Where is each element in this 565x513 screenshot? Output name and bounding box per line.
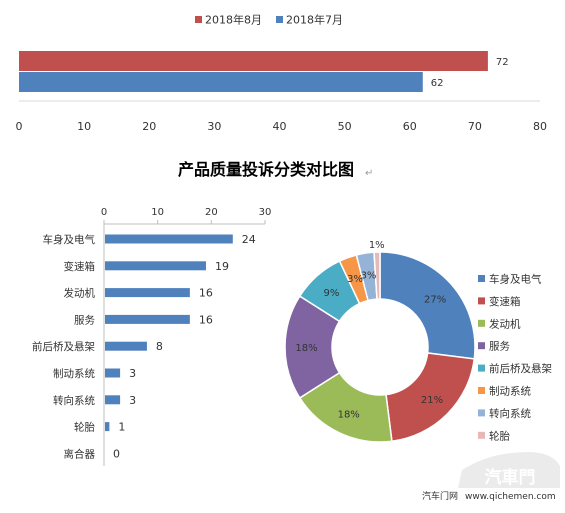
donut-label-6: 3% bbox=[361, 270, 377, 281]
legend-swatch-0 bbox=[195, 16, 202, 23]
donut-slice-7 bbox=[373, 251, 381, 300]
x-tick-label-7: 70 bbox=[468, 120, 482, 133]
category-bar-2 bbox=[105, 288, 190, 298]
category-label-2: 发动机 bbox=[64, 287, 96, 300]
bar-label-1: 62 bbox=[431, 78, 444, 89]
category-donut-chart: 27% 21% 18% 18% 9% 3%3% 1% 车身及电气变速箱发动机服务前后桥及悬架… bbox=[284, 240, 552, 443]
category-bar-5 bbox=[105, 368, 121, 378]
watermark-name: 汽车门网 bbox=[422, 490, 458, 502]
donut-legend-label-7: 轮胎 bbox=[489, 429, 510, 442]
donut-slice-0 bbox=[379, 251, 476, 360]
donut-labels: 27% 21% 18% 18% 9% 3%3% 1% bbox=[295, 240, 446, 420]
category-bar-6 bbox=[105, 395, 121, 405]
category-value-3: 16 bbox=[199, 313, 213, 326]
category-value-8: 0 bbox=[113, 447, 120, 460]
donut-legend-swatch-2 bbox=[478, 319, 485, 327]
category-label-3: 服务 bbox=[74, 313, 95, 326]
car-logo-icon bbox=[458, 452, 560, 488]
category-bar-0 bbox=[105, 234, 233, 244]
category-label-0: 车身及电气 bbox=[43, 233, 96, 246]
donut-label-4: 9% bbox=[323, 288, 339, 299]
category-label-6: 转向系统 bbox=[53, 394, 95, 407]
category-bar-4 bbox=[105, 341, 147, 351]
category-value-7: 1 bbox=[118, 421, 125, 434]
legend-label-0: 2018年8月 bbox=[205, 13, 262, 27]
donut-label-1: 21% bbox=[421, 395, 443, 406]
category-top-axis: 0 10 20 30 bbox=[101, 207, 272, 466]
donut-legend-swatch-1 bbox=[478, 297, 485, 305]
donut-legend-label-1: 变速箱 bbox=[489, 295, 521, 308]
bar-label-0: 72 bbox=[496, 57, 509, 68]
top-tick-label-1: 10 bbox=[151, 207, 164, 218]
category-label-5: 制动系统 bbox=[53, 367, 95, 380]
x-tick-label-2: 20 bbox=[142, 120, 156, 133]
x-tick-label-8: 80 bbox=[533, 120, 547, 133]
donut-label-0: 27% bbox=[424, 294, 446, 305]
donut-legend-label-4: 前后桥及悬架 bbox=[489, 362, 552, 375]
watermark-url: www.qichemen.com bbox=[465, 492, 556, 502]
monthly-comparison-chart: 2018年8月 2018年7月 72 62 0 10 20 30 40 50 60 70 80 bbox=[16, 13, 548, 134]
category-bar-1 bbox=[105, 261, 206, 271]
watermark-logo: 汽車門 bbox=[485, 467, 536, 488]
donut-legend-swatch-3 bbox=[478, 342, 485, 350]
donut-legend-swatch-5 bbox=[478, 387, 485, 394]
monthly-bars: 72 62 bbox=[19, 51, 509, 92]
x-tick-label-1: 10 bbox=[77, 120, 91, 133]
donut-legend-label-0: 车身及电气 bbox=[489, 273, 542, 286]
category-label-4: 前后桥及悬架 bbox=[32, 340, 95, 353]
monthly-legend: 2018年8月 2018年7月 bbox=[195, 13, 343, 27]
category-value-1: 19 bbox=[215, 260, 229, 273]
category-value-4: 8 bbox=[156, 340, 163, 353]
donut-label-3: 18% bbox=[295, 343, 317, 354]
donut-legend-label-6: 转向系统 bbox=[489, 407, 531, 420]
donut-legend-label-3: 服务 bbox=[489, 340, 510, 353]
bar-0 bbox=[19, 51, 488, 71]
x-tick-label-4: 40 bbox=[273, 120, 287, 133]
legend-label-1: 2018年7月 bbox=[286, 13, 343, 27]
category-value-6: 3 bbox=[129, 394, 136, 407]
category-bars: 车身及电气 24 变速箱 19 发动机 16 服务 16 前后桥及悬架 8 制动系统 3 转向系统 3 轮胎… bbox=[32, 233, 256, 460]
category-value-5: 3 bbox=[129, 367, 136, 380]
legend-swatch-1 bbox=[276, 16, 283, 23]
bar-1 bbox=[19, 72, 423, 92]
donut-label-5: 3% bbox=[347, 274, 363, 285]
x-tick-label-6: 60 bbox=[403, 120, 417, 133]
category-label-8: 离合器 bbox=[64, 447, 96, 460]
category-bar-3 bbox=[105, 314, 190, 324]
category-value-0: 24 bbox=[242, 233, 256, 246]
x-tick-label-0: 0 bbox=[16, 120, 23, 133]
donut-legend-swatch-7 bbox=[478, 431, 485, 439]
donut-legend-swatch-0 bbox=[478, 275, 485, 282]
donut-legend-swatch-6 bbox=[478, 409, 485, 417]
category-label-1: 变速箱 bbox=[64, 260, 96, 273]
donut-legend-label-5: 制动系统 bbox=[489, 385, 531, 398]
donut-label-2: 18% bbox=[338, 410, 360, 421]
donut-slices bbox=[284, 251, 476, 443]
donut-slice-1 bbox=[385, 352, 476, 443]
top-tick-label-3: 30 bbox=[259, 207, 272, 218]
category-value-2: 16 bbox=[199, 287, 213, 300]
watermark: 汽車門 bbox=[458, 452, 560, 488]
donut-legend-swatch-4 bbox=[478, 364, 485, 372]
top-tick-label-2: 20 bbox=[205, 207, 218, 218]
return-mark: ↵ bbox=[365, 168, 373, 179]
top-tick-label-0: 0 bbox=[101, 207, 107, 218]
category-bar-7 bbox=[105, 422, 110, 432]
x-tick-label-5: 50 bbox=[338, 120, 352, 133]
donut-label-7: 1% bbox=[369, 240, 385, 251]
chart-title: 产品质量投诉分类对比图 bbox=[178, 160, 354, 179]
x-tick-label-3: 30 bbox=[207, 120, 221, 133]
monthly-x-axis: 0 10 20 30 40 50 60 70 80 bbox=[16, 100, 547, 133]
donut-legend-label-2: 发动机 bbox=[489, 317, 521, 330]
category-label-7: 轮胎 bbox=[74, 421, 95, 434]
